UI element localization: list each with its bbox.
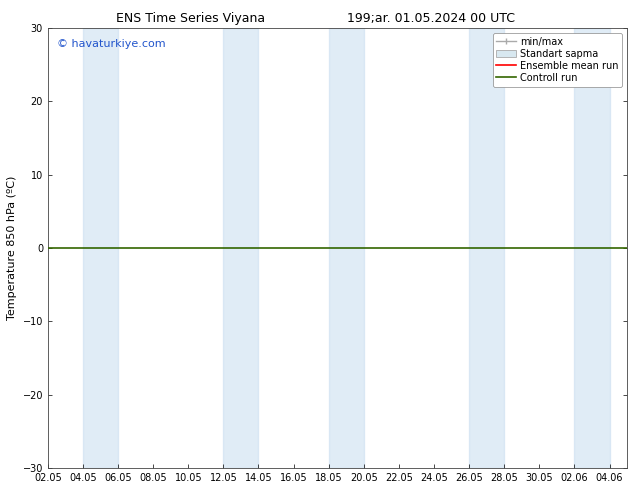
Legend: min/max, Standart sapma, Ensemble mean run, Controll run: min/max, Standart sapma, Ensemble mean r… xyxy=(493,33,622,87)
Bar xyxy=(469,28,504,468)
Bar xyxy=(83,28,118,468)
Bar xyxy=(574,28,609,468)
Text: © havaturkiye.com: © havaturkiye.com xyxy=(56,39,165,49)
Y-axis label: Temperature 850 hPa (ºC): Temperature 850 hPa (ºC) xyxy=(7,176,17,320)
Bar xyxy=(328,28,364,468)
Text: 199;ar. 01.05.2024 00 UTC: 199;ar. 01.05.2024 00 UTC xyxy=(347,12,515,25)
Bar xyxy=(223,28,259,468)
Text: ENS Time Series Viyana: ENS Time Series Viyana xyxy=(115,12,265,25)
